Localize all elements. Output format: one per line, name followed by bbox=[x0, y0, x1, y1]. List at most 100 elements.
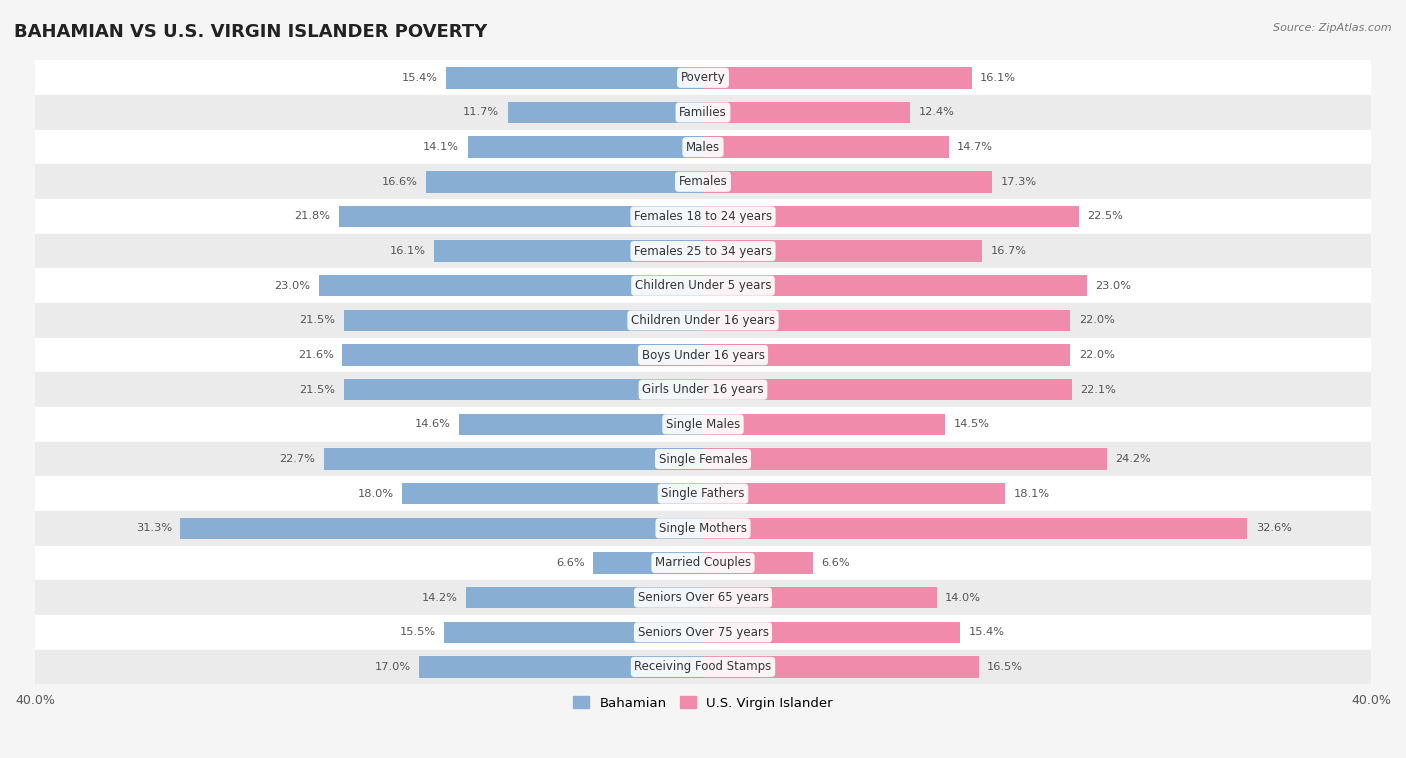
Bar bbox=[35, 164, 1371, 199]
Text: Females 25 to 34 years: Females 25 to 34 years bbox=[634, 245, 772, 258]
Bar bbox=[35, 372, 1371, 407]
Bar bbox=[35, 233, 1371, 268]
Bar bbox=[319, 275, 703, 296]
Bar bbox=[344, 310, 703, 331]
Bar bbox=[35, 96, 1371, 130]
Text: 14.7%: 14.7% bbox=[957, 142, 993, 152]
Text: Married Couples: Married Couples bbox=[655, 556, 751, 569]
Bar bbox=[703, 448, 1107, 470]
Text: Males: Males bbox=[686, 141, 720, 154]
Text: 21.6%: 21.6% bbox=[298, 350, 333, 360]
Bar bbox=[703, 379, 1073, 400]
Bar bbox=[703, 587, 936, 609]
Text: 18.0%: 18.0% bbox=[359, 489, 394, 499]
Text: BAHAMIAN VS U.S. VIRGIN ISLANDER POVERTY: BAHAMIAN VS U.S. VIRGIN ISLANDER POVERTY bbox=[14, 23, 488, 41]
Bar bbox=[426, 171, 703, 193]
Bar bbox=[342, 344, 703, 366]
Bar bbox=[35, 303, 1371, 338]
Bar bbox=[344, 379, 703, 400]
Bar bbox=[35, 130, 1371, 164]
Text: 14.0%: 14.0% bbox=[945, 593, 981, 603]
Text: 12.4%: 12.4% bbox=[918, 108, 955, 117]
Text: Seniors Over 75 years: Seniors Over 75 years bbox=[637, 626, 769, 639]
Bar bbox=[35, 581, 1371, 615]
Text: Seniors Over 65 years: Seniors Over 65 years bbox=[637, 591, 769, 604]
Bar bbox=[323, 448, 703, 470]
Bar bbox=[703, 414, 945, 435]
Text: 22.0%: 22.0% bbox=[1078, 315, 1115, 325]
Bar bbox=[35, 61, 1371, 96]
Bar bbox=[460, 414, 703, 435]
Bar bbox=[703, 622, 960, 643]
Text: Single Mothers: Single Mothers bbox=[659, 522, 747, 535]
Text: 23.0%: 23.0% bbox=[1095, 280, 1132, 291]
Text: Females: Females bbox=[679, 175, 727, 188]
Bar bbox=[703, 656, 979, 678]
Text: 16.5%: 16.5% bbox=[987, 662, 1024, 672]
Bar bbox=[419, 656, 703, 678]
Text: 18.1%: 18.1% bbox=[1014, 489, 1050, 499]
Text: 22.5%: 22.5% bbox=[1087, 211, 1123, 221]
Text: 11.7%: 11.7% bbox=[463, 108, 499, 117]
Bar bbox=[402, 483, 703, 504]
Text: 32.6%: 32.6% bbox=[1256, 523, 1292, 534]
Text: Single Females: Single Females bbox=[658, 453, 748, 465]
Bar bbox=[35, 476, 1371, 511]
Text: Families: Families bbox=[679, 106, 727, 119]
Text: Source: ZipAtlas.com: Source: ZipAtlas.com bbox=[1274, 23, 1392, 33]
Text: 14.6%: 14.6% bbox=[415, 419, 451, 429]
Text: Boys Under 16 years: Boys Under 16 years bbox=[641, 349, 765, 362]
Bar bbox=[593, 553, 703, 574]
Text: 6.6%: 6.6% bbox=[821, 558, 851, 568]
Bar bbox=[703, 553, 813, 574]
Bar bbox=[703, 136, 949, 158]
Text: 15.4%: 15.4% bbox=[969, 628, 1004, 637]
Bar bbox=[468, 136, 703, 158]
Text: 22.0%: 22.0% bbox=[1078, 350, 1115, 360]
Text: 16.1%: 16.1% bbox=[389, 246, 426, 256]
Bar bbox=[703, 102, 910, 124]
Bar bbox=[35, 546, 1371, 581]
Bar bbox=[35, 407, 1371, 442]
Bar bbox=[35, 511, 1371, 546]
Bar bbox=[446, 67, 703, 89]
Text: 21.8%: 21.8% bbox=[294, 211, 330, 221]
Bar bbox=[703, 518, 1247, 539]
Text: Receiving Food Stamps: Receiving Food Stamps bbox=[634, 660, 772, 673]
Bar bbox=[444, 622, 703, 643]
Text: 16.6%: 16.6% bbox=[381, 177, 418, 186]
Text: 21.5%: 21.5% bbox=[299, 315, 336, 325]
Text: 6.6%: 6.6% bbox=[555, 558, 585, 568]
Bar bbox=[703, 205, 1078, 227]
Text: 31.3%: 31.3% bbox=[136, 523, 172, 534]
Bar bbox=[339, 205, 703, 227]
Text: Females 18 to 24 years: Females 18 to 24 years bbox=[634, 210, 772, 223]
Text: 24.2%: 24.2% bbox=[1115, 454, 1152, 464]
Bar bbox=[703, 344, 1070, 366]
Text: Single Males: Single Males bbox=[666, 418, 740, 431]
Text: 14.5%: 14.5% bbox=[953, 419, 990, 429]
Bar bbox=[508, 102, 703, 124]
Bar bbox=[35, 268, 1371, 303]
Text: Children Under 16 years: Children Under 16 years bbox=[631, 314, 775, 327]
Text: 15.4%: 15.4% bbox=[402, 73, 437, 83]
Bar bbox=[35, 650, 1371, 684]
Text: 17.0%: 17.0% bbox=[374, 662, 411, 672]
Text: Girls Under 16 years: Girls Under 16 years bbox=[643, 384, 763, 396]
Text: 14.1%: 14.1% bbox=[423, 142, 460, 152]
Text: 21.5%: 21.5% bbox=[299, 385, 336, 395]
Bar bbox=[434, 240, 703, 262]
Text: 22.1%: 22.1% bbox=[1080, 385, 1116, 395]
Text: 17.3%: 17.3% bbox=[1000, 177, 1036, 186]
Bar bbox=[703, 240, 981, 262]
Bar bbox=[35, 199, 1371, 233]
Bar bbox=[703, 67, 972, 89]
Text: 16.1%: 16.1% bbox=[980, 73, 1017, 83]
Bar bbox=[703, 275, 1087, 296]
Text: 23.0%: 23.0% bbox=[274, 280, 311, 291]
Bar bbox=[35, 442, 1371, 476]
Bar bbox=[180, 518, 703, 539]
Text: Children Under 5 years: Children Under 5 years bbox=[634, 279, 772, 293]
Bar bbox=[703, 310, 1070, 331]
Text: Poverty: Poverty bbox=[681, 71, 725, 84]
